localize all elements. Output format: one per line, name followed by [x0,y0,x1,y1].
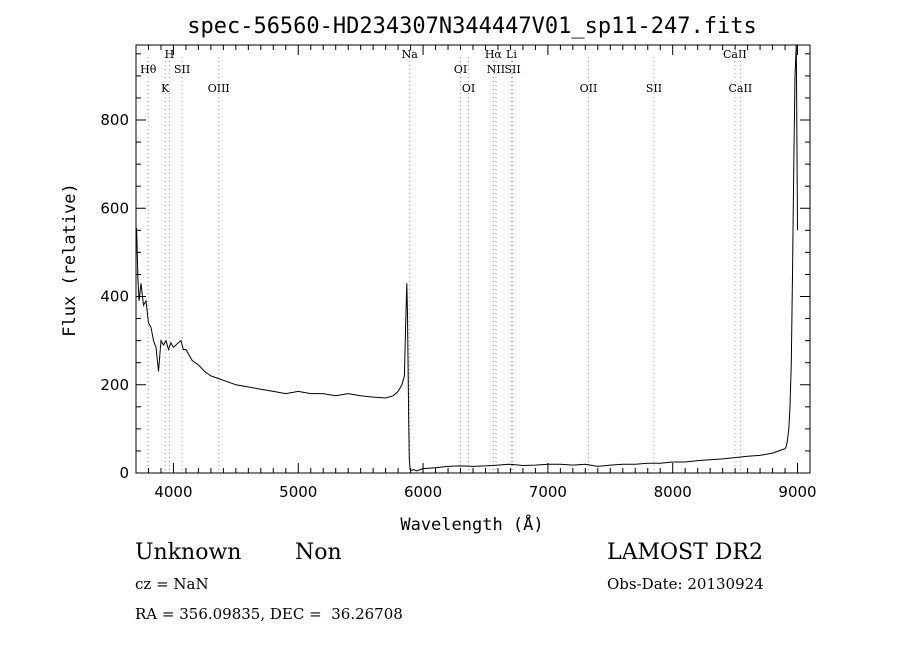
y-tick-label: 600 [100,199,129,217]
x-axis-label: Wavelength (Å) [400,513,543,535]
series-layer [136,45,798,472]
spectral-line-label: H [165,48,175,61]
spectral-line-label: OI [454,63,467,76]
spectral-line-label: Na [402,48,419,61]
y-tick-label: 800 [100,111,129,129]
object-subclass: Non [295,540,342,565]
y-tick-label: 200 [100,376,129,394]
redshift-cz: cz = NaN [135,575,209,593]
x-tick-label: 5000 [279,483,317,501]
plot-frame [135,44,811,474]
spectral-line-label: OII [580,82,598,95]
coordinates: RA = 356.09835, DEC = 36.26708 [135,605,403,623]
observation-date: Obs-Date: 20130924 [607,575,764,593]
x-tick-label: 7000 [529,483,567,501]
spectral-line-label: CaII [729,82,753,95]
x-tick-label: 8000 [654,483,692,501]
axes: 4000 5000 6000 7000 8000 9000 0 200 400 600 800 [100,44,817,501]
spectral-line-label: SII [504,63,520,76]
spectral-line-label: OIII [208,82,230,95]
spectral-line-label: SII [646,82,662,95]
x-tick-label: 9000 [778,483,816,501]
flux-series-line [136,45,798,472]
spectral-line-label: NII [487,63,505,76]
x-tick-label: 4000 [154,483,192,501]
spectral-line-label: OI [462,82,475,95]
y-axis-label: Flux (relative) [60,183,80,337]
spectral-line-label: Hα [485,48,503,61]
spectral-line-label: Hθ [140,63,157,76]
spectral-line-label: Li [506,48,517,61]
spectral-line-label: K [161,82,170,95]
chart-title: spec-56560-HD234307N344447V01_sp11-247.f… [187,14,757,39]
spectral-line-label: SII [174,63,190,76]
x-tick-label: 6000 [404,483,442,501]
survey-name: LAMOST DR2 [607,540,763,565]
y-tick-label: 400 [100,288,129,306]
object-class: Unknown [135,540,242,565]
y-tick-label: 0 [119,464,129,482]
